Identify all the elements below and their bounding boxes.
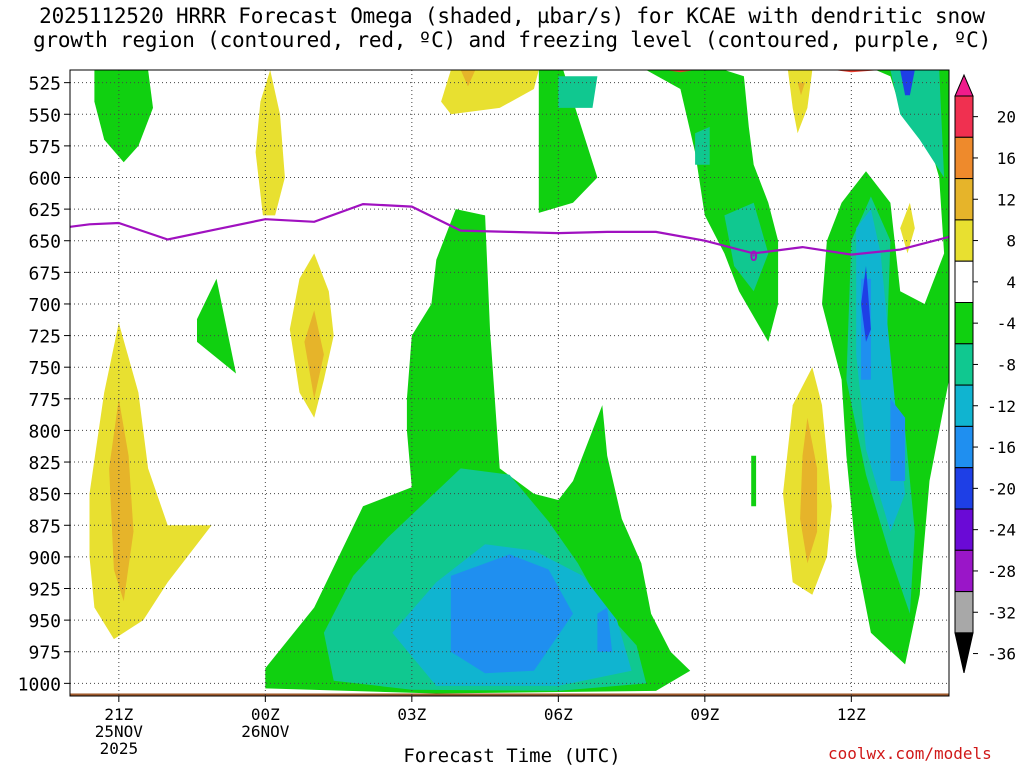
region-sinking-03z-core — [460, 70, 476, 87]
region-sinking-01z-core — [304, 310, 324, 399]
colorbar-label-2: 12 — [997, 190, 1016, 209]
x-tick-label-00Z: 00Z — [251, 705, 280, 724]
y-tick-label-1000: 1000 — [18, 674, 61, 695]
colorbar-swatch-10 — [954, 508, 974, 551]
colorbar-label-5: -4 — [997, 314, 1016, 333]
colorbar-label-13: -36 — [987, 645, 1016, 664]
region-green-10z-small — [751, 455, 757, 507]
dgz-contour-line — [665, 70, 881, 73]
y-tick-label-650: 650 — [28, 232, 61, 253]
y-tick-label-775: 775 — [28, 390, 61, 411]
y-tick-label-700: 700 — [28, 295, 61, 316]
y-tick-label-975: 975 — [28, 643, 61, 664]
colorbar-label-10: -24 — [987, 521, 1016, 540]
region-rising-core-small — [597, 607, 613, 652]
region-rising-core — [450, 554, 573, 674]
region-sinking-13z — [900, 202, 915, 254]
colorbar-top-arrow — [954, 73, 974, 97]
region-upper-teal — [558, 76, 598, 108]
x-tick-date-00Z: 26NOV — [241, 722, 290, 741]
colorbar-label-1: 16 — [997, 149, 1016, 168]
region-ne-teal — [890, 70, 945, 178]
freezing-level-line — [70, 202, 949, 256]
region-rising-upperleft — [94, 70, 153, 163]
y-tick-label-750: 750 — [28, 358, 61, 379]
region-teal-0930 — [724, 202, 769, 292]
y-tick-label-550: 550 — [28, 105, 61, 126]
colorbar-bottom-arrow — [954, 632, 974, 674]
grid-lines — [70, 70, 949, 696]
colorbar-swatch-7 — [954, 384, 974, 427]
chart-title-line2: growth region (contoured, red, ºC) and f… — [32, 28, 992, 52]
omega-shaded-regions — [70, 70, 949, 696]
freezing-level-label: 0 — [749, 249, 757, 265]
x-tick-label-06Z: 06Z — [544, 705, 573, 724]
region-sinking-west-core — [109, 398, 134, 602]
contour-lines: 0 — [70, 70, 949, 265]
y-tick-label-825: 825 — [28, 453, 61, 474]
y-axis: 525 550 575 600 625 650 675 700 725 750 775 800 825 8… — [18, 74, 70, 695]
x-tick-label-09Z: 09Z — [690, 705, 719, 724]
surface-strip — [70, 693, 949, 696]
x-tick-label-21Z: 21Z — [104, 705, 133, 724]
chart-title-line1: 2025112520 HRRR Forecast Omega (shaded, … — [39, 4, 985, 28]
region-sinking-03z — [441, 70, 539, 115]
y-tick-label-875: 875 — [28, 516, 61, 537]
credit-text: coolwx.com/models — [828, 744, 992, 763]
region-sinking-10z — [787, 70, 813, 134]
colorbar-swatch-3 — [954, 219, 974, 262]
colorbar-label-3: 8 — [1006, 232, 1016, 251]
colorbar: 20 16 12 8 4 -4 -8 -12 -16 -20 -24 -28 -32 -36 — [954, 73, 1016, 674]
region-east-blue — [890, 398, 906, 481]
y-tick-label-950: 950 — [28, 611, 61, 632]
y-tick-label-725: 725 — [28, 327, 61, 348]
region-rising-upper — [538, 70, 779, 342]
colorbar-label-4: 4 — [1006, 273, 1016, 292]
colorbar-label-7: -12 — [987, 397, 1016, 416]
colorbar-swatch-2 — [954, 178, 974, 221]
x-tick-label-03Z: 03Z — [397, 705, 426, 724]
colorbar-swatch-8 — [954, 425, 974, 469]
colorbar-swatch-4 — [954, 260, 974, 304]
colorbar-swatch-12 — [954, 591, 974, 634]
y-tick-label-925: 925 — [28, 580, 61, 601]
colorbar-swatch-9 — [954, 467, 974, 510]
region-sinking-11z-core — [800, 417, 818, 564]
region-sinking-00z — [255, 70, 285, 216]
colorbar-swatch-5 — [954, 302, 974, 345]
colorbar-label-8: -16 — [987, 438, 1016, 457]
region-rising-small — [197, 278, 236, 374]
y-tick-label-625: 625 — [28, 200, 61, 221]
x-tick-year-21Z: 2025 — [100, 739, 139, 758]
y-tick-label-675: 675 — [28, 263, 61, 284]
colorbar-label-11: -28 — [987, 562, 1016, 581]
y-tick-label-900: 900 — [28, 548, 61, 569]
x-tick-date-21Z: 25NOV — [95, 722, 144, 741]
colorbar-swatch-11 — [954, 549, 974, 593]
y-tick-label-575: 575 — [28, 137, 61, 158]
colorbar-label-6: -8 — [997, 355, 1016, 374]
y-tick-label-800: 800 — [28, 421, 61, 442]
plot-frame — [69, 69, 950, 697]
y-tick-label-850: 850 — [28, 485, 61, 506]
colorbar-label-0: 20 — [997, 108, 1016, 127]
y-tick-label-600: 600 — [28, 168, 61, 189]
y-tick-label-525: 525 — [28, 74, 61, 95]
x-axis-label: Forecast Time (UTC) — [403, 745, 621, 767]
colorbar-label-12: -32 — [987, 603, 1016, 622]
colorbar-label-9: -20 — [987, 479, 1016, 498]
colorbar-swatch-0 — [954, 95, 974, 138]
chart-title: 2025112520 HRRR Forecast Omega (shaded, … — [0, 4, 1024, 52]
region-sinking-10z-core — [797, 82, 805, 96]
region-ne-blue — [900, 70, 915, 96]
colorbar-swatch-1 — [954, 136, 974, 180]
x-tick-label-12Z: 12Z — [837, 705, 866, 724]
colorbar-swatch-6 — [954, 343, 974, 386]
